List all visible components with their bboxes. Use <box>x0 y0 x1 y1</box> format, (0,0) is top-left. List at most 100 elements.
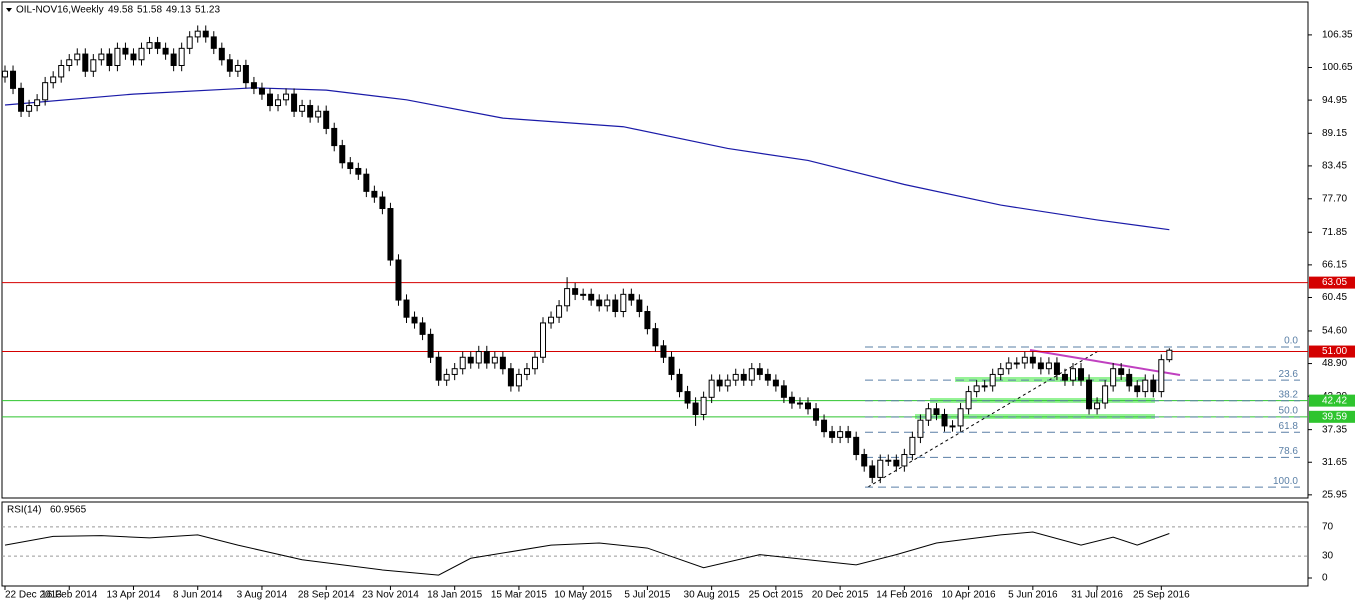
candle <box>580 288 587 301</box>
candle-body <box>98 53 105 61</box>
candle-body <box>2 70 8 78</box>
candle <box>917 414 924 444</box>
candle <box>291 88 298 117</box>
candle <box>515 368 522 392</box>
candle-body <box>291 93 298 112</box>
candle <box>1134 380 1141 398</box>
candle <box>861 448 868 472</box>
candle <box>796 397 803 409</box>
candle-body <box>1110 368 1117 387</box>
candle <box>1102 380 1109 409</box>
candle <box>572 282 579 301</box>
candle <box>756 362 763 381</box>
y-tick-label: 25.95 <box>1322 489 1347 500</box>
y-tick-label: 60.45 <box>1322 292 1347 303</box>
y-tick-label: 100.65 <box>1322 62 1353 73</box>
candle-body <box>299 105 306 112</box>
candle <box>764 368 771 386</box>
x-tick-label: 5 Jun 2016 <box>1008 590 1058 601</box>
candle <box>740 368 747 386</box>
candle-body <box>1013 362 1020 365</box>
candle <box>162 42 169 60</box>
y-tick-label: 77.70 <box>1322 193 1347 204</box>
candle <box>483 345 490 369</box>
candle <box>973 380 980 398</box>
candle-body <box>708 379 715 398</box>
candle-body <box>909 436 916 456</box>
candle <box>1118 362 1125 381</box>
rsi-tick-label: 0 <box>1322 573 1328 584</box>
candle <box>676 368 683 398</box>
candle <box>772 374 779 392</box>
candle <box>780 380 787 404</box>
candle <box>660 340 667 363</box>
y-tick-label: 31.65 <box>1322 457 1347 468</box>
y-tick-label: 48.90 <box>1322 358 1347 369</box>
candle-body <box>1005 362 1012 370</box>
candle <box>805 397 811 415</box>
level-label: 51.00 <box>1322 346 1347 357</box>
candle <box>475 345 482 369</box>
candle-body <box>1061 373 1068 381</box>
candle <box>178 42 185 72</box>
candle-body <box>604 299 611 307</box>
candle-body <box>676 373 683 393</box>
candle-body <box>780 385 787 398</box>
candle <box>58 59 65 83</box>
candle-body <box>1158 359 1165 393</box>
candle <box>901 448 908 472</box>
x-tick-label: 16 Feb 2014 <box>41 590 98 601</box>
x-tick-label: 8 Jun 2014 <box>173 590 223 601</box>
candle-body <box>1029 356 1036 364</box>
candle-body <box>869 465 876 478</box>
x-tick-label: 10 May 2015 <box>554 590 612 601</box>
candle <box>716 374 723 392</box>
candle <box>218 42 225 66</box>
candle-body <box>925 408 932 421</box>
candle-body <box>612 299 619 312</box>
candle <box>564 277 571 312</box>
candle-body <box>1150 379 1157 393</box>
y-tick-label: 83.45 <box>1322 161 1347 172</box>
chart-title: OIL-NOV16,Weekly <box>16 5 104 16</box>
candle <box>395 254 402 306</box>
candle-body <box>475 351 482 364</box>
candle <box>202 25 209 43</box>
candle-body <box>379 196 386 210</box>
candle <box>170 48 177 72</box>
candle-body <box>218 47 225 61</box>
candle-body <box>66 59 73 67</box>
level-box <box>1309 394 1355 407</box>
candle-body <box>772 379 779 387</box>
x-tick-label: 31 Jul 2016 <box>1071 590 1123 601</box>
candle <box>700 391 707 421</box>
candle-body <box>740 373 747 381</box>
candle-body <box>515 373 522 387</box>
candle <box>347 157 354 175</box>
candle <box>588 288 595 306</box>
level-box <box>1309 276 1355 289</box>
moving-average <box>4 87 1170 231</box>
candle <box>507 362 514 392</box>
candle <box>636 294 643 318</box>
candle-body <box>837 431 844 438</box>
candle <box>644 305 651 335</box>
candle-body <box>146 42 153 49</box>
candle <box>379 191 386 215</box>
candle <box>371 185 378 203</box>
candle-body <box>1045 362 1052 370</box>
candle <box>1142 374 1149 398</box>
candle <box>315 105 322 123</box>
candle-body <box>572 288 579 295</box>
level-label: 42.42 <box>1322 395 1347 406</box>
candle-body <box>467 356 474 364</box>
candle <box>258 82 265 100</box>
candle-body <box>315 110 322 118</box>
candle-body <box>660 345 667 358</box>
rsi-line <box>4 531 1170 576</box>
candle-body <box>226 59 233 72</box>
candle-body <box>716 379 723 387</box>
candle-body <box>210 36 217 49</box>
candle <box>275 94 282 112</box>
